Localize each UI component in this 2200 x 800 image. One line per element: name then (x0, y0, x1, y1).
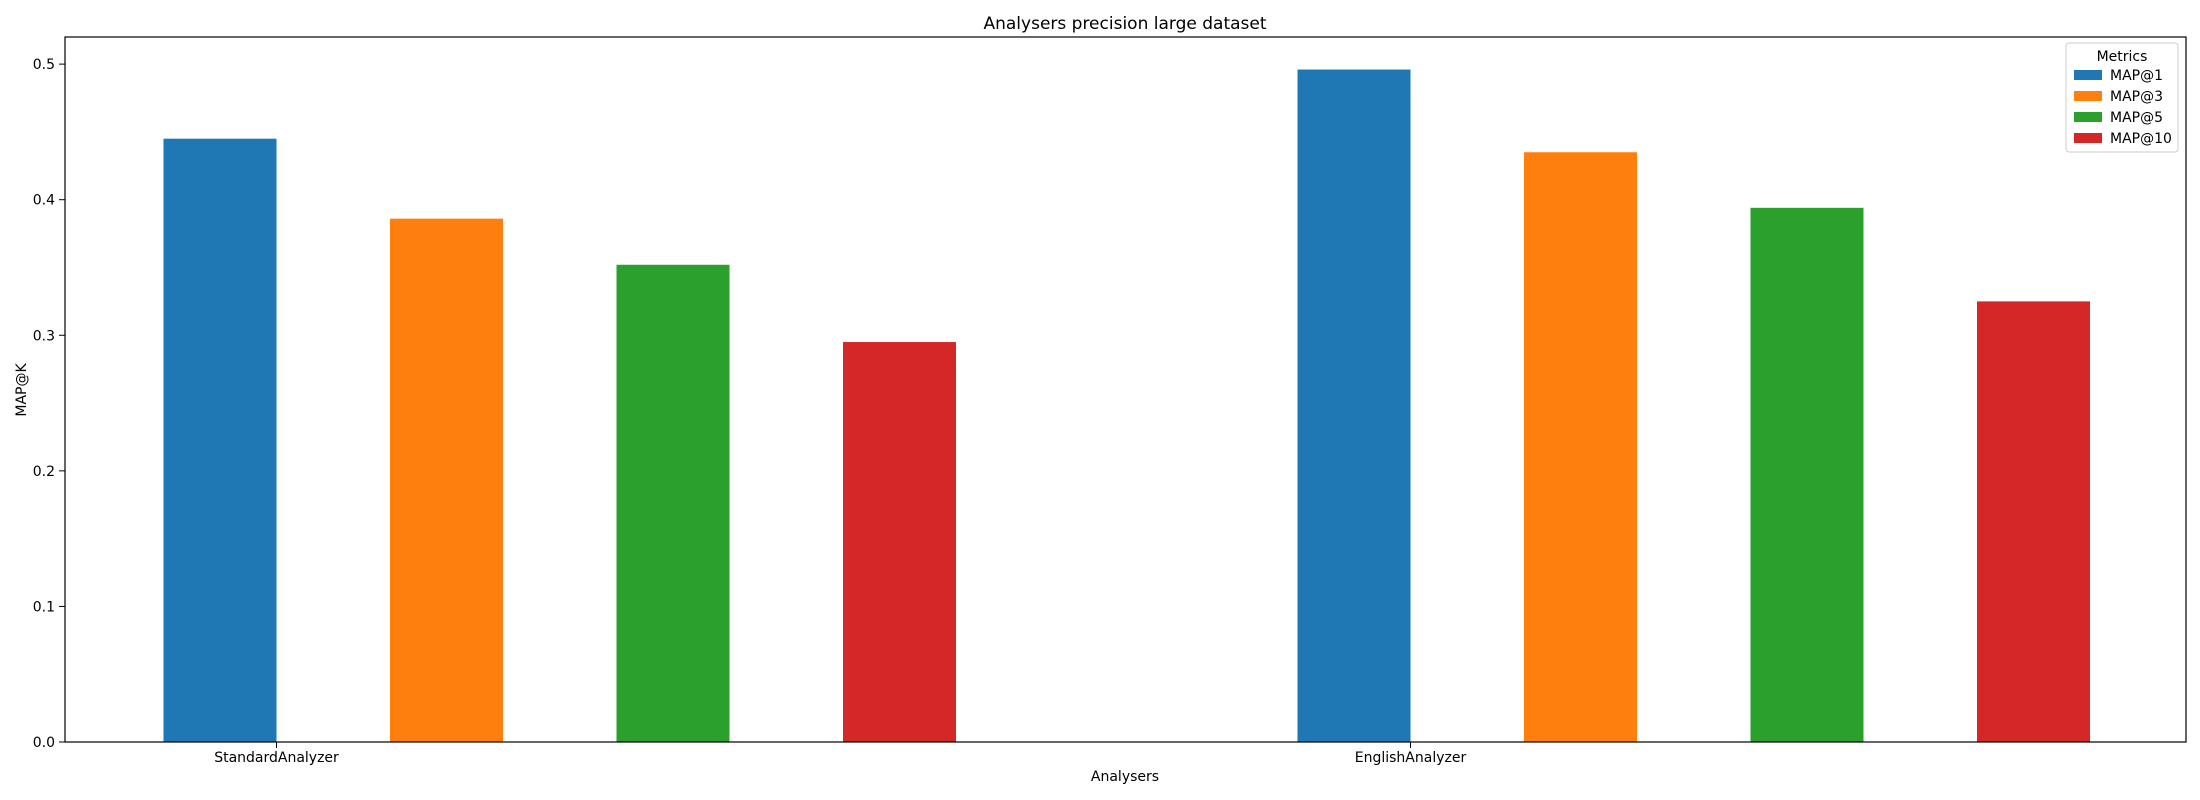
bars-group (163, 69, 2090, 743)
legend-label: MAP@1 (2110, 68, 2163, 84)
x-axis: StandardAnalyzer EnglishAnalyzer (214, 742, 1466, 766)
y-tick-label: 0.4 (33, 193, 55, 209)
bar-map10-englishanalyzer (1977, 301, 2090, 742)
bar-map10-standardanalyzer (843, 342, 956, 742)
chart-title: Analysers precision large dataset (983, 14, 1266, 34)
legend-swatch (2074, 70, 2102, 80)
y-axis: 0.0 0.1 0.2 0.3 0.4 0.5 (33, 57, 65, 751)
y-tick-label: 0.1 (33, 599, 55, 615)
bar-map1-englishanalyzer (1297, 69, 1411, 743)
x-tick-label: EnglishAnalyzer (1355, 750, 1467, 766)
legend: Metrics MAP@1 MAP@3 MAP@5 MAP@10 (2065, 42, 2179, 153)
y-tick-label: 0.5 (33, 57, 55, 73)
x-tick-label: StandardAnalyzer (214, 750, 339, 766)
bar-map3-standardanalyzer (390, 218, 503, 742)
plot-frame (64, 36, 2187, 743)
y-axis-label: MAP@K (14, 363, 30, 417)
legend-swatch (2074, 133, 2102, 143)
legend-label: MAP@3 (2110, 89, 2163, 105)
bar-map1-standardanalyzer (163, 138, 277, 743)
bar-map3-englishanalyzer (1524, 152, 1637, 743)
bar-map5-englishanalyzer (1750, 207, 1864, 743)
legend-label: MAP@10 (2110, 131, 2172, 147)
legend-title: Metrics (2097, 49, 2148, 65)
legend-items: MAP@1 MAP@3 MAP@5 MAP@10 (2074, 68, 2172, 147)
bar-map5-standardanalyzer (616, 264, 730, 742)
y-tick-label: 0.2 (33, 464, 55, 480)
legend-label: MAP@5 (2110, 110, 2163, 126)
x-axis-label: Analysers (1091, 769, 1159, 785)
legend-swatch (2074, 91, 2102, 101)
y-tick-label: 0.0 (33, 735, 55, 751)
y-tick-label: 0.3 (33, 328, 55, 344)
legend-swatch (2074, 112, 2102, 122)
